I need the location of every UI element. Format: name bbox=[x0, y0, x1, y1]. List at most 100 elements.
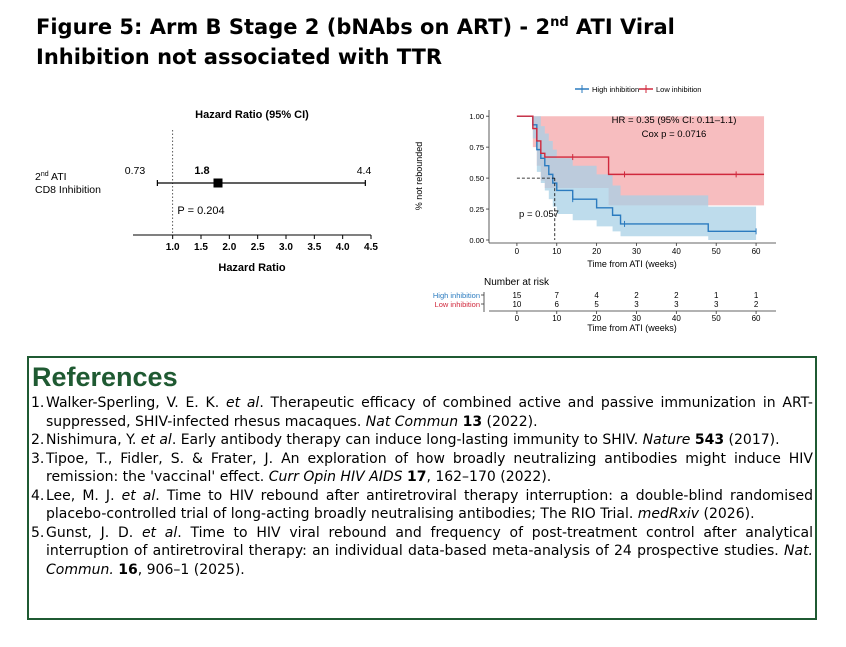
km-y-tick-label: 0.75 bbox=[469, 143, 484, 152]
reference-details: (2022). bbox=[482, 413, 538, 430]
km-x-tick-label: 20 bbox=[592, 247, 601, 256]
reference-item: 1. Walker-Sperling, V. E. K. et al. Thera… bbox=[31, 394, 815, 431]
reference-journal: Nat. Commun. bbox=[46, 543, 813, 578]
km-p-annotation: p = 0.057 bbox=[519, 209, 559, 220]
reference-title: . Therapeutic efficacy of combined activ… bbox=[46, 395, 813, 430]
forest-ci-high-label: 4.4 bbox=[357, 165, 372, 177]
km-x-axis-title: Time from ATI (weeks) bbox=[587, 259, 677, 269]
legend-high-label: High inhibition bbox=[592, 85, 639, 94]
reference-details: , 906–1 (2025). bbox=[137, 561, 245, 578]
risk-value: 1 bbox=[754, 291, 759, 300]
reference-volume: 17 bbox=[406, 469, 427, 485]
risk-value: 1 bbox=[714, 291, 719, 300]
reference-authors: Lee, M. J. bbox=[46, 487, 122, 504]
reference-item: 3. Tipoe, T., Fidler, S. & Frater, J. An … bbox=[31, 450, 815, 487]
reference-number: 2. bbox=[31, 432, 45, 448]
forest-x-tick-label: 2.5 bbox=[251, 242, 265, 253]
reference-details: (2026). bbox=[699, 506, 755, 522]
reference-authors: Gunst, J. D. bbox=[46, 524, 142, 541]
forest-x-tick-label: 3.5 bbox=[307, 242, 321, 253]
reference-journal: Nat Commun bbox=[365, 413, 459, 430]
km-x-tick-label: 10 bbox=[552, 247, 561, 256]
references-list: 1. Walker-Sperling, V. E. K. et al. Thera… bbox=[31, 394, 815, 579]
km-y-tick-label: 0.00 bbox=[469, 236, 484, 245]
forest-x-tick-label: 1.0 bbox=[166, 242, 180, 253]
reference-volume: 13 bbox=[462, 413, 483, 430]
risk-x-tick-label: 20 bbox=[592, 314, 601, 323]
risk-value: 5 bbox=[594, 300, 599, 309]
risk-value: 3 bbox=[714, 300, 719, 309]
risk-value: 15 bbox=[512, 291, 521, 300]
figure-title-line2: Inhibition not associated with TTR bbox=[36, 45, 443, 69]
km-x-tick-label: 0 bbox=[515, 247, 520, 256]
figure-title-line1: Figure 5: Arm B Stage 2 (bNAbs on ART) -… bbox=[36, 15, 675, 39]
forest-row-label: 2nd ATI bbox=[35, 171, 67, 183]
forest-x-tick-label: 4.5 bbox=[364, 242, 378, 253]
reference-item: 2. Nishimura, Y. et al. Early antibody th… bbox=[31, 431, 815, 450]
km-band-high bbox=[516, 116, 757, 240]
km-x-tick-label: 30 bbox=[632, 247, 641, 256]
risk-x-tick-label: 50 bbox=[712, 314, 721, 323]
forest-point-estimate bbox=[213, 178, 223, 188]
reference-number: 4. bbox=[31, 487, 45, 504]
references-heading: References bbox=[32, 362, 178, 392]
risk-row-label: Low inhibition bbox=[435, 300, 480, 309]
forest-x-tick-label: 2.0 bbox=[222, 242, 236, 253]
km-y-axis-title: % not rebounded bbox=[414, 142, 424, 211]
reference-number: 5. bbox=[31, 524, 45, 541]
km-line-low bbox=[516, 115, 765, 176]
reference-journal: medRxiv bbox=[637, 506, 700, 522]
legend-low-label: Low inhibition bbox=[656, 85, 701, 94]
reference-journal: Nature bbox=[642, 432, 691, 448]
forest-row-label-line2: CD8 Inhibition bbox=[35, 184, 101, 196]
km-legend: High inhibition Low inhibition bbox=[575, 85, 701, 94]
reference-title: . Time to HIV rebound after antiretrovir… bbox=[46, 487, 813, 523]
km-y-tick-label: 0.50 bbox=[469, 174, 484, 183]
forest-title: Hazard Ratio (95% CI) bbox=[195, 109, 309, 121]
reference-authors: Walker-Sperling, V. E. K. bbox=[46, 395, 226, 411]
risk-x-tick-label: 60 bbox=[752, 314, 761, 323]
risk-table-title: Number at risk bbox=[484, 277, 550, 288]
risk-value: 2 bbox=[674, 291, 679, 300]
risk-value: 2 bbox=[754, 300, 759, 309]
forest-p-value: P = 0.204 bbox=[177, 205, 224, 217]
reference-item: 5. Gunst, J. D. et al. Time to HIV viral … bbox=[31, 524, 815, 580]
reference-et-al: et al bbox=[140, 432, 172, 448]
reference-et-al: et al bbox=[121, 487, 156, 504]
km-x-tick-label: 60 bbox=[752, 247, 761, 256]
km-y-tick-label: 0.25 bbox=[469, 205, 484, 214]
forest-ci-low-label: 0.73 bbox=[125, 165, 146, 177]
km-x-tick-label: 40 bbox=[672, 247, 681, 256]
risk-x-tick-label: 10 bbox=[552, 314, 561, 323]
km-y-tick-label: 1.00 bbox=[469, 112, 484, 121]
km-x-tick-label: 50 bbox=[712, 247, 721, 256]
km-band-low bbox=[516, 116, 765, 206]
forest-x-tick-label: 1.5 bbox=[194, 242, 208, 253]
forest-x-axis-title: Hazard Ratio bbox=[218, 262, 286, 274]
forest-x-tick-label: 3.0 bbox=[279, 242, 293, 253]
risk-value: 3 bbox=[634, 300, 639, 309]
forest-point-label: 1.8 bbox=[194, 165, 209, 177]
risk-x-tick-label: 30 bbox=[632, 314, 641, 323]
risk-value: 6 bbox=[555, 300, 560, 309]
reference-number: 3. bbox=[31, 450, 45, 467]
reference-details: (2017). bbox=[724, 432, 780, 448]
risk-row-label: High inhibition bbox=[433, 291, 480, 300]
risk-x-tick-label: 0 bbox=[515, 314, 520, 323]
reference-title: . Early antibody therapy can induce long… bbox=[171, 432, 643, 448]
figure-title: Figure 5: Arm B Stage 2 (bNAbs on ART) -… bbox=[36, 8, 826, 72]
risk-value: 7 bbox=[555, 291, 560, 300]
references-panel: References 1. Walker-Sperling, V. E. K. e… bbox=[27, 356, 817, 620]
reference-authors: Nishimura, Y. bbox=[46, 432, 141, 448]
km-hr-annotation: HR = 0.35 (95% CI: 0.11–1.1) bbox=[612, 115, 737, 126]
reference-number: 1. bbox=[31, 395, 45, 411]
reference-volume: 16 bbox=[118, 561, 138, 578]
km-line-high bbox=[516, 115, 757, 233]
risk-table-x-axis-title: Time from ATI (weeks) bbox=[587, 323, 677, 333]
reference-journal: Curr Opin HIV AIDS bbox=[268, 469, 403, 485]
reference-et-al: et al bbox=[225, 395, 260, 411]
reference-et-al: et al bbox=[141, 524, 178, 541]
risk-value: 3 bbox=[674, 300, 679, 309]
reference-volume: 543 bbox=[694, 432, 725, 448]
risk-value: 10 bbox=[512, 300, 521, 309]
